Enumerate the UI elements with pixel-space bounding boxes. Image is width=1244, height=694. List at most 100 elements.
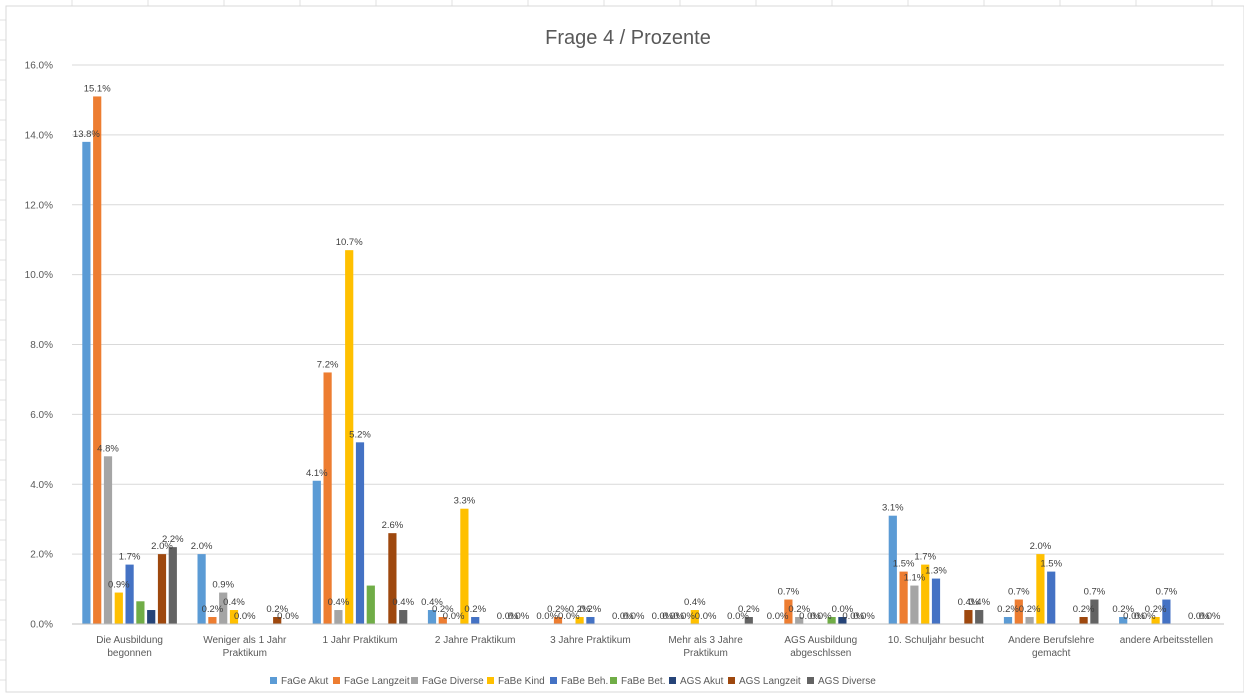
legend-swatch [270,677,277,684]
data-label: 0.0% [623,611,645,622]
bar [1151,617,1160,624]
data-label: 0.0% [652,611,674,622]
data-label: 0.0% [536,611,558,622]
y-tick-label: 16.0% [25,61,53,72]
data-label: 1.5% [1040,559,1062,570]
x-tick-label: Mehr als 3 Jahre Praktikum [668,635,743,659]
legend-label: FaBe Beh. [561,676,608,687]
chart-area [5,5,1244,693]
legend-swatch [610,677,617,684]
bar [438,617,447,624]
data-label: 0.9% [108,580,130,591]
data-label: 4.8% [97,443,119,454]
legend-label: AGS Diverse [818,676,876,687]
bar [888,515,897,624]
y-tick-label: 12.0% [25,200,53,211]
bar [147,610,156,624]
bar [460,508,469,624]
x-tick-label: 2 Jahre Praktikum [435,635,516,646]
bar [921,564,930,624]
data-label: 3.1% [882,503,904,514]
legend: FaGe Akut FaGe Langzeit FaGe Diverse FaBe K… [270,676,876,687]
bar [784,599,793,624]
bar [168,547,177,624]
bar [586,617,595,624]
data-label: 0.0% [558,611,580,622]
legend-label: FaGe Langzeit [344,676,410,687]
bar [827,617,836,624]
data-label: 0.2% [432,604,454,615]
bar [1047,571,1056,624]
bar [575,617,584,624]
data-label: 0.4% [968,597,990,608]
bar [334,610,343,624]
bar [744,617,753,624]
bar [975,610,984,624]
x-tick-label: 1 Jahr Praktikum [322,635,397,646]
data-label: 0.2% [266,604,288,615]
data-label: 2.6% [382,520,404,531]
bar [229,610,239,624]
bar [1036,554,1045,624]
data-label: 0.4% [958,597,980,608]
data-label: 0.2% [580,604,602,615]
data-label: 0.9% [212,580,234,591]
y-axis: 0.0% 2.0% 4.0% 6.0% 8.0% 10.0% 12.0% 14.0% 16.0% [25,61,53,631]
bar [1079,617,1088,624]
data-label: 0.2% [569,604,591,615]
data-label: 15.1% [84,83,111,94]
y-tick-label: 14.0% [25,130,53,141]
x-tick-label: 3 Jahre Praktikum [550,635,631,646]
data-label: 0.0% [799,611,821,622]
bar [323,372,332,624]
bar [157,554,167,624]
data-label: 0.2% [1019,604,1041,615]
data-label: 2.0% [1030,541,1052,552]
data-label: 0.0% [673,611,695,622]
data-label: 0.7% [778,587,800,598]
data-label: 1.5% [893,559,915,570]
x-tick-label: Weniger als 1 Jahr Praktikum [203,635,287,659]
data-label: 0.0% [853,611,875,622]
bar [273,617,282,624]
data-label: 0.4% [392,597,414,608]
data-label: 0.4% [684,597,706,608]
bar [910,585,919,624]
data-label: 0.0% [497,611,519,622]
x-tick-label: Andere Berufslehre gemacht [1008,635,1095,659]
data-label: 0.0% [727,611,749,622]
bar [399,610,408,624]
plot-gridlines [72,64,1224,555]
bar [1162,599,1171,624]
bar [553,617,563,624]
legend-swatch [487,677,494,684]
chart-title: Frage 4 / Prozente [545,27,711,49]
bar [838,617,847,624]
legend-label: FaGe Diverse [422,676,484,687]
data-label: 4.1% [306,468,328,479]
legend-swatch [550,677,557,684]
bar [197,554,206,624]
bar [471,617,480,624]
legend-label: FaGe Akut [281,676,328,687]
bar [388,533,397,624]
legend-swatch [807,677,814,684]
data-label: 1.7% [914,552,936,563]
legend-swatch [333,677,340,684]
data-label: 0.2% [1145,604,1167,615]
legend-label: FaBe Bet. [621,676,665,687]
x-tick-label: AGS Ausbildung abgeschlssen [784,635,857,659]
legend-label: AGS Langzeit [739,676,801,687]
data-label: 0.7% [1156,587,1178,598]
data-label: 0.0% [612,611,634,622]
data-label: 2.2% [162,534,184,545]
data-label: 10.7% [336,237,363,248]
bar [795,617,804,624]
bar [103,456,113,624]
bar [125,564,134,624]
bar [1014,599,1023,624]
data-label: 0.0% [1188,611,1210,622]
bars [82,96,1171,625]
data-label: 0.0% [1123,611,1145,622]
bar [690,610,699,624]
